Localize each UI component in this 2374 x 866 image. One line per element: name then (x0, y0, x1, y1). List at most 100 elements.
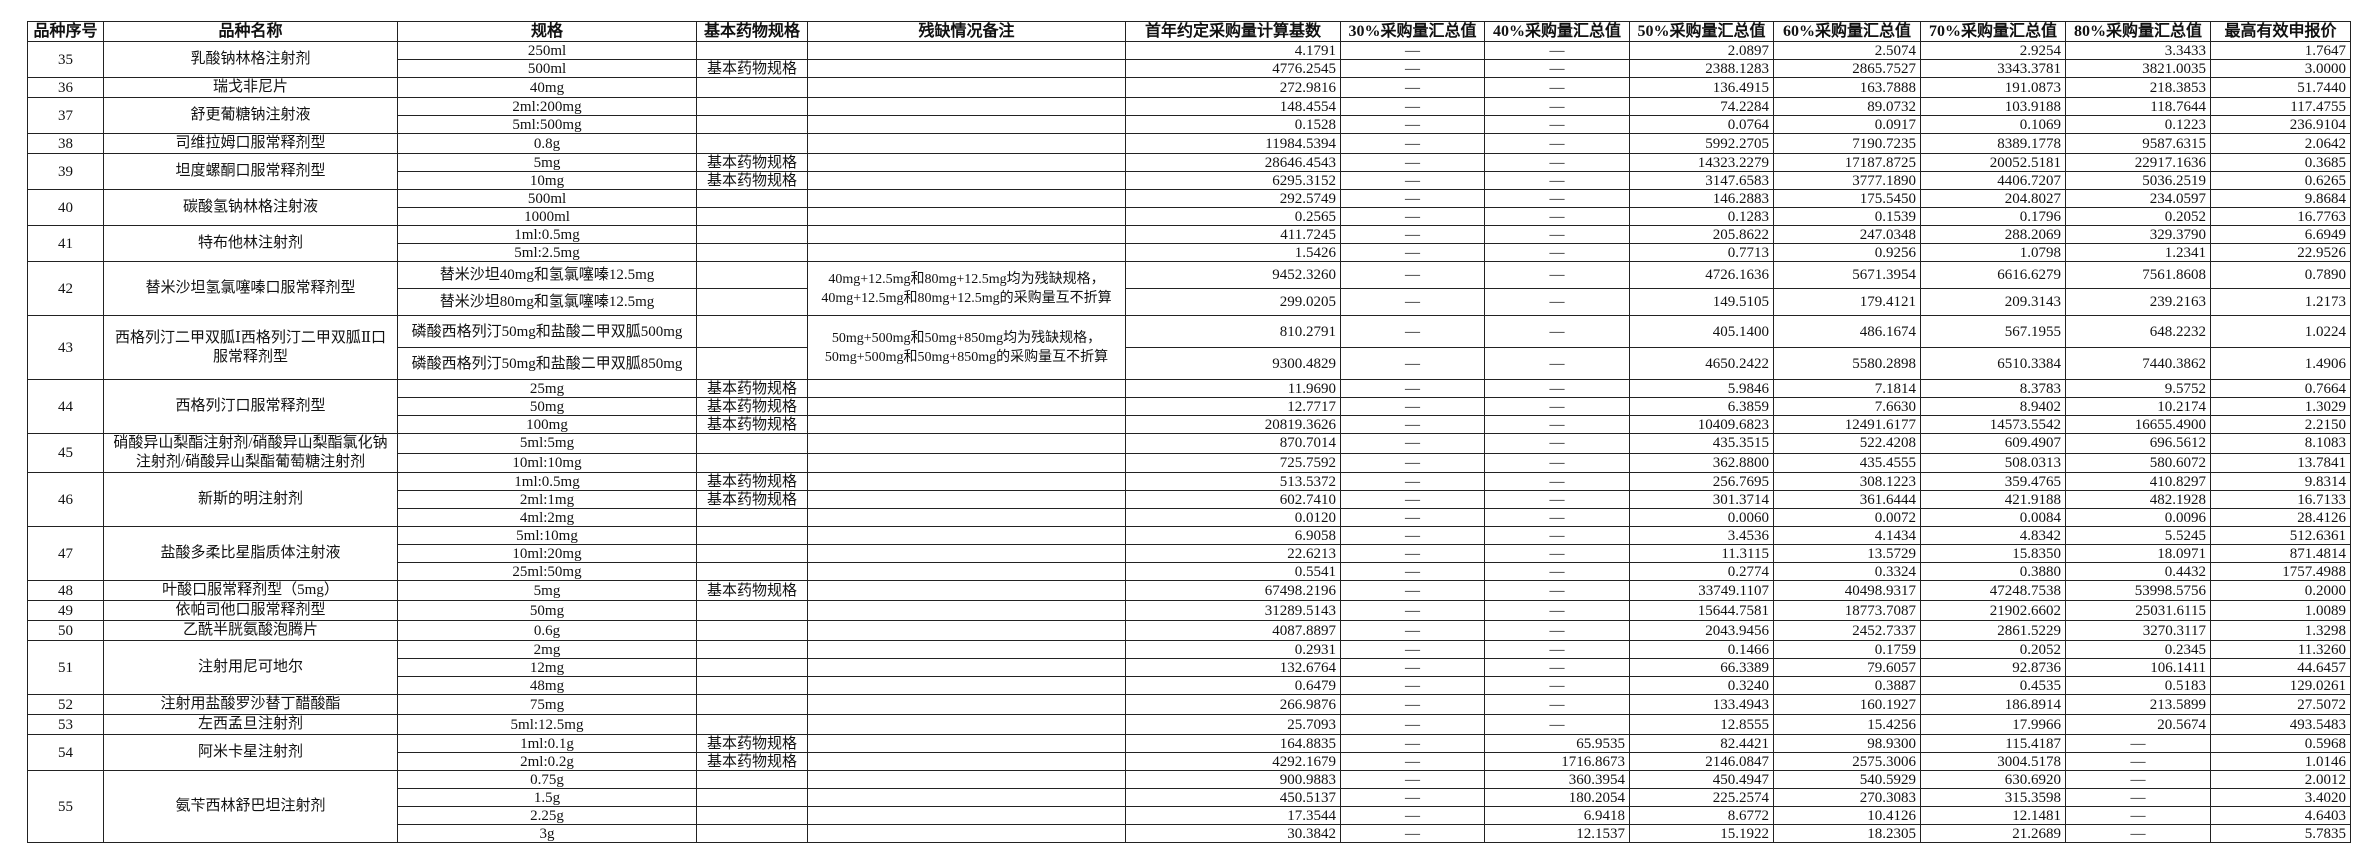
table-row: 44 西格列汀口服常释剂型 25mg 基本药物规格 11.9690— —5.9846 7.1… (27, 379, 2351, 434)
spec: 10ml:20mg (397, 544, 697, 563)
p40: — (1484, 133, 1630, 154)
variety-no: 40 (27, 189, 104, 226)
variety-name: 舒更葡糖钠注射液 (103, 97, 398, 134)
base: 30.3842 (1125, 824, 1341, 843)
p40: — (1484, 189, 1630, 208)
variety-no: 39 (27, 153, 104, 190)
p40: 12.1537 (1484, 824, 1630, 843)
p40: — (1484, 59, 1630, 78)
p80: 16655.4900 (2065, 415, 2211, 434)
p30: — (1340, 77, 1485, 98)
p60: 175.5450 (1773, 189, 1921, 208)
p70: 209.3143 (1920, 288, 2066, 316)
p60: 13.5729 (1773, 544, 1921, 563)
p70: 186.8914 (1920, 694, 2066, 715)
variety-name: 阿米卡星注射剂 (103, 734, 398, 771)
p40: — (1484, 97, 1630, 116)
max-price: 51.7440 (2210, 77, 2351, 98)
spec: 0.8g (397, 133, 697, 154)
base: 148.4554 (1125, 97, 1341, 116)
p40: — (1484, 171, 1630, 190)
p30: — (1340, 288, 1485, 316)
max-price: 1.3298 (2210, 620, 2351, 641)
p70: 2861.5229 (1920, 620, 2066, 641)
p50: 5.9846 (1629, 379, 1774, 398)
variety-no: 42 (27, 261, 104, 316)
base: 602.7410 (1125, 490, 1341, 509)
p80: 234.0597 (2065, 189, 2211, 208)
p80: 5036.2519 (2065, 171, 2211, 190)
basic-spec: 基本药物规格 (696, 379, 808, 398)
p30: — (1340, 806, 1485, 825)
p60: 2865.7527 (1773, 59, 1921, 78)
p40: — (1484, 658, 1630, 677)
p50: 3.4536 (1629, 526, 1774, 545)
p80: 329.3790 (2065, 225, 2211, 244)
p70: 21902.6602 (1920, 600, 2066, 621)
spec: 1ml:0.1g (397, 734, 697, 753)
variety-no: 37 (27, 97, 104, 134)
spec: 替米沙坦40mg和氢氯噻嗪12.5mg (397, 261, 697, 289)
p40: — (1484, 397, 1630, 416)
p60: 15.4256 (1773, 714, 1921, 735)
base: 266.9876 (1125, 694, 1341, 715)
shortage-note (807, 133, 1126, 154)
p40: — (1484, 433, 1630, 454)
base: 450.5137 (1125, 788, 1341, 807)
variety-no: 47 (27, 526, 104, 581)
p50: 2043.9456 (1629, 620, 1774, 641)
p70: 191.0873 (1920, 77, 2066, 98)
spec: 2ml:1mg (397, 490, 697, 509)
variety-no: 55 (27, 770, 104, 843)
p30: — (1340, 133, 1485, 154)
p70: 0.1069 (1920, 115, 2066, 134)
p50: 15.1922 (1629, 824, 1774, 843)
p30: — (1340, 207, 1485, 226)
shortage-note: 40mg+12.5mg和80mg+12.5mg均为残缺规格，40mg+12.5m… (807, 261, 1126, 316)
p40: — (1484, 41, 1630, 60)
p60: 0.1539 (1773, 207, 1921, 226)
variety-name: 依帕司他口服常释剂型 (103, 600, 398, 621)
shortage-note (807, 752, 1126, 771)
table-row: 41 特布他林注射剂 1ml:0.5mg 411.7245— —205.8622 247.… (27, 225, 2351, 262)
variety-no: 52 (27, 694, 104, 715)
table-row: 55 氨苄西林舒巴坦注射剂 0.75g 900.9883—360.3954 450.49… (27, 770, 2351, 843)
spec: 500ml (397, 59, 697, 78)
variety-name: 注射用尼可地尔 (103, 640, 398, 695)
p30: — (1340, 261, 1485, 289)
basic-spec (696, 315, 808, 348)
p40: — (1484, 508, 1630, 527)
spec: 1.5g (397, 788, 697, 807)
p60: 10.4126 (1773, 806, 1921, 825)
p30: — (1340, 472, 1485, 491)
table-row: 39 坦度螺酮口服常释剂型 5mg 基本药物规格 28646.4543— —14323.2… (27, 153, 2351, 190)
basic-spec (696, 694, 808, 715)
spec: 1ml:0.5mg (397, 472, 697, 491)
p80: 239.2163 (2065, 288, 2211, 316)
p80: 25031.6115 (2065, 600, 2211, 621)
p60: 247.0348 (1773, 225, 1921, 244)
basic-spec (696, 600, 808, 621)
p80: — (2065, 788, 2211, 807)
p50: 11.3115 (1629, 544, 1774, 563)
spec: 500ml (397, 189, 697, 208)
basic-spec (696, 562, 808, 581)
max-price: 3.0000 (2210, 59, 2351, 78)
base: 12.7717 (1125, 397, 1341, 416)
p30: — (1340, 397, 1485, 416)
p50: 133.4943 (1629, 694, 1774, 715)
shortage-note (807, 490, 1126, 509)
basic-spec (696, 77, 808, 98)
variety-no: 53 (27, 714, 104, 735)
p70: 508.0313 (1920, 452, 2066, 473)
spec: 5ml:2.5mg (397, 243, 697, 262)
shortage-note (807, 806, 1126, 825)
p30: — (1340, 508, 1485, 527)
p50: 2146.0847 (1629, 752, 1774, 771)
spec: 0.6g (397, 620, 697, 641)
p30: — (1340, 676, 1485, 695)
variety-no: 45 (27, 433, 104, 473)
p50: 66.3389 (1629, 658, 1774, 677)
p70: 92.8736 (1920, 658, 2066, 677)
p70: 47248.7538 (1920, 580, 2066, 601)
